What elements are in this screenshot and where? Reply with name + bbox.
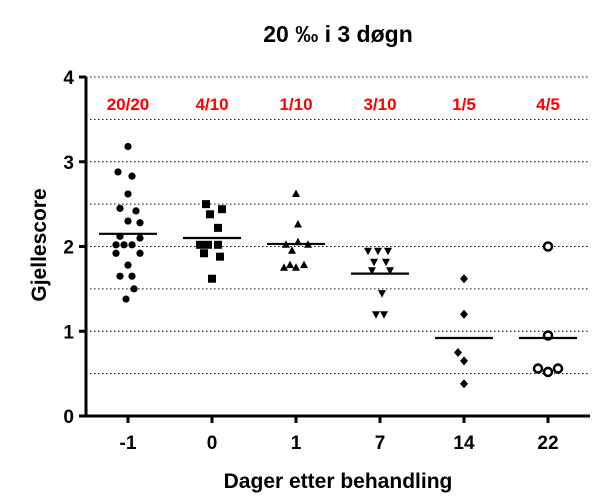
data-point bbox=[124, 142, 132, 151]
y-tick-label: 2 bbox=[63, 238, 74, 259]
data-point bbox=[280, 263, 288, 271]
y-tick-label: 0 bbox=[63, 407, 74, 428]
y-tick-label: 4 bbox=[63, 68, 74, 89]
data-point bbox=[116, 204, 124, 212]
x-tick-label: 7 bbox=[375, 433, 386, 454]
data-point bbox=[128, 172, 136, 180]
data-point bbox=[368, 267, 376, 275]
data-point bbox=[384, 247, 392, 256]
data-points bbox=[112, 142, 564, 389]
data-point bbox=[120, 241, 128, 249]
data-point bbox=[214, 240, 222, 249]
x-axis-label: Dager etter behandling bbox=[224, 470, 453, 493]
group-annotation: 4/10 bbox=[195, 95, 228, 114]
data-point bbox=[532, 363, 544, 374]
data-point bbox=[200, 249, 208, 258]
group-annotation: 1/10 bbox=[279, 95, 312, 114]
data-point bbox=[206, 210, 214, 219]
data-point bbox=[136, 219, 144, 227]
data-point bbox=[460, 356, 468, 366]
data-point bbox=[370, 258, 378, 267]
x-tick-label: 14 bbox=[453, 433, 475, 454]
x-tick-label: 0 bbox=[207, 433, 218, 454]
data-point bbox=[114, 168, 122, 176]
data-point bbox=[218, 205, 226, 214]
data-point bbox=[382, 258, 390, 267]
data-point bbox=[372, 311, 380, 319]
group-annotation: 1/5 bbox=[452, 95, 476, 114]
x-tick-label: 22 bbox=[537, 433, 558, 454]
data-point bbox=[130, 285, 138, 293]
data-point bbox=[380, 311, 388, 319]
data-point bbox=[292, 263, 300, 271]
x-tick-labels: -1 0 1 7 14 22 bbox=[120, 433, 559, 454]
data-point bbox=[116, 272, 124, 280]
group-annotations: 20/20 4/10 1/10 3/10 1/5 4/5 bbox=[107, 95, 560, 114]
group-annotation: 20/20 bbox=[107, 95, 150, 114]
axes bbox=[79, 75, 590, 423]
gridlines bbox=[86, 76, 590, 375]
data-point bbox=[214, 223, 222, 232]
data-point bbox=[378, 290, 386, 298]
data-point bbox=[374, 247, 382, 256]
data-point bbox=[128, 241, 136, 249]
data-point bbox=[136, 234, 144, 242]
data-point bbox=[132, 207, 140, 215]
data-point bbox=[202, 200, 210, 209]
chart-title: 20 ‰ i 3 døgn bbox=[263, 21, 413, 47]
y-tick-label: 1 bbox=[63, 322, 74, 343]
data-point bbox=[460, 309, 468, 319]
data-point bbox=[204, 240, 212, 249]
data-point bbox=[216, 252, 224, 261]
y-tick-label: 3 bbox=[63, 153, 74, 174]
data-point bbox=[136, 249, 144, 257]
data-point bbox=[454, 347, 462, 357]
data-point bbox=[286, 260, 294, 269]
y-axis-label: Gjellescore bbox=[28, 188, 51, 301]
data-point bbox=[124, 261, 132, 269]
group-annotation: 3/10 bbox=[363, 95, 396, 114]
y-tick-labels: 0 1 2 3 4 bbox=[63, 68, 74, 428]
data-point bbox=[112, 249, 120, 257]
data-point bbox=[460, 379, 468, 389]
data-point bbox=[122, 295, 130, 303]
x-tick-label: -1 bbox=[120, 433, 137, 454]
data-point bbox=[128, 272, 136, 280]
data-point bbox=[112, 241, 120, 249]
data-point bbox=[208, 274, 216, 283]
data-point bbox=[124, 217, 132, 225]
mean-lines bbox=[99, 232, 577, 340]
data-point bbox=[124, 190, 132, 198]
data-point bbox=[288, 246, 296, 254]
group-annotation: 4/5 bbox=[536, 95, 560, 114]
data-point bbox=[542, 366, 554, 378]
data-point bbox=[292, 189, 300, 197]
data-point bbox=[196, 240, 204, 249]
data-point bbox=[542, 241, 554, 252]
data-point bbox=[552, 363, 564, 374]
data-point bbox=[386, 267, 394, 275]
data-point bbox=[300, 260, 308, 269]
data-point bbox=[294, 219, 302, 228]
data-point bbox=[460, 274, 468, 284]
data-point bbox=[364, 247, 372, 256]
x-tick-label: 1 bbox=[291, 433, 302, 454]
